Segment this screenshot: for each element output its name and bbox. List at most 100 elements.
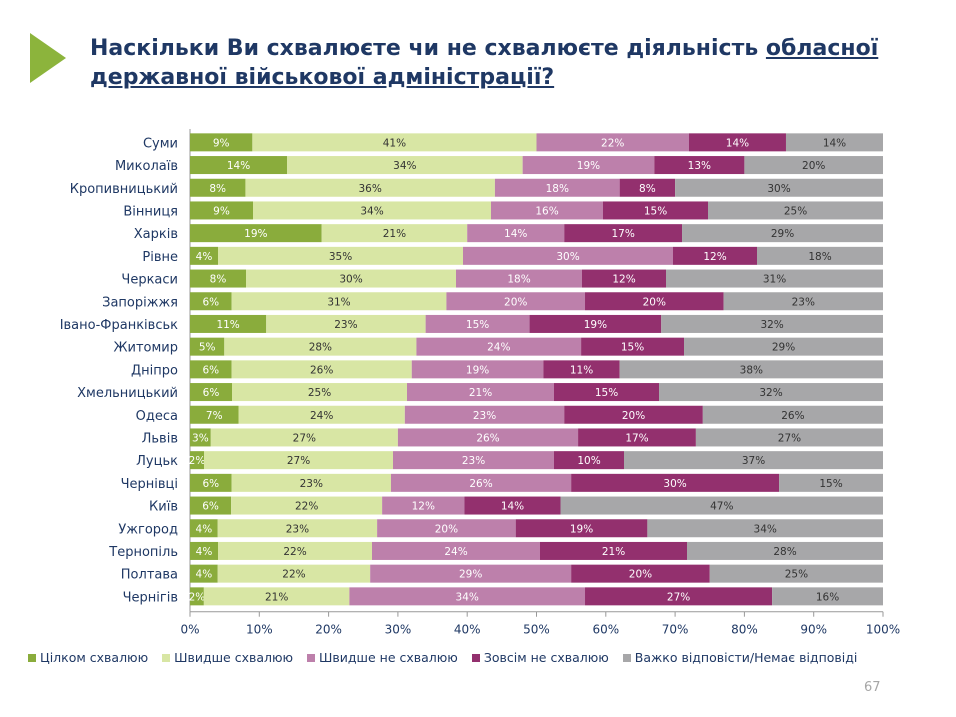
data-label: 22% bbox=[283, 546, 306, 558]
bar-segment bbox=[682, 224, 883, 243]
data-label: 37% bbox=[742, 455, 765, 467]
data-label: 27% bbox=[293, 432, 316, 444]
bar-segment bbox=[416, 337, 582, 356]
data-label: 19% bbox=[466, 364, 489, 376]
bar-segment bbox=[382, 496, 465, 515]
data-label: 23% bbox=[334, 319, 357, 331]
category-label: Вінниця bbox=[123, 204, 178, 219]
data-label: 8% bbox=[210, 274, 227, 286]
bar-segment bbox=[231, 292, 447, 311]
bar-segment bbox=[231, 473, 391, 492]
data-label: 16% bbox=[816, 591, 839, 603]
data-label: 25% bbox=[308, 387, 331, 399]
bar-segment bbox=[744, 156, 883, 175]
bar-segment bbox=[536, 133, 689, 152]
bar-segment bbox=[687, 541, 883, 560]
bar-segment bbox=[231, 360, 412, 379]
bar-segment bbox=[467, 224, 565, 243]
data-label: 18% bbox=[808, 251, 831, 263]
data-label: 4% bbox=[196, 569, 213, 581]
data-label: 7% bbox=[206, 410, 223, 422]
data-label: 22% bbox=[601, 137, 624, 149]
data-label: 15% bbox=[644, 205, 667, 217]
legend-item: Зовсім не схвалюю bbox=[471, 650, 609, 665]
bar-segment bbox=[266, 314, 426, 333]
bar-segment bbox=[397, 428, 579, 447]
data-label: 29% bbox=[459, 569, 482, 581]
bar-segment bbox=[446, 292, 586, 311]
data-label: 29% bbox=[771, 228, 794, 240]
category-label: Харків bbox=[134, 227, 178, 242]
data-label: 21% bbox=[469, 387, 492, 399]
data-label: 19% bbox=[577, 160, 600, 172]
data-label: 21% bbox=[602, 546, 625, 558]
bar-segment bbox=[673, 246, 757, 265]
bar-segment bbox=[203, 587, 350, 606]
data-label: 20% bbox=[504, 296, 527, 308]
data-label: 12% bbox=[703, 251, 726, 263]
data-label: 31% bbox=[327, 296, 350, 308]
bar-segment bbox=[723, 292, 883, 311]
bar-segment bbox=[603, 201, 708, 220]
bar-segment bbox=[564, 224, 683, 243]
bar-segment bbox=[522, 156, 655, 175]
data-label: 2% bbox=[189, 455, 206, 467]
bar-segment bbox=[464, 496, 561, 515]
bar-segment bbox=[190, 156, 288, 175]
data-label: 4% bbox=[196, 523, 213, 535]
bar-segment bbox=[659, 383, 883, 402]
category-label: Миколаїв bbox=[115, 159, 178, 174]
data-label: 6% bbox=[202, 364, 219, 376]
data-label: 25% bbox=[784, 205, 807, 217]
bar-segment bbox=[491, 201, 603, 220]
data-label: 20% bbox=[802, 160, 825, 172]
bar-segment bbox=[370, 564, 572, 583]
slide-title: Наскільки Ви схвалюєте чи не схвалюєте д… bbox=[90, 34, 920, 92]
bar-segment bbox=[190, 246, 218, 265]
bar-segment bbox=[190, 473, 232, 492]
bar-segment bbox=[456, 269, 582, 288]
bar-segment bbox=[231, 496, 383, 515]
legend-swatch bbox=[307, 653, 316, 662]
bar-segment bbox=[560, 496, 883, 515]
x-tick-label: 80% bbox=[731, 623, 758, 637]
bar-segment bbox=[571, 473, 780, 492]
bar-segment bbox=[238, 405, 405, 424]
legend-label: Швидше схвалюю bbox=[174, 650, 294, 665]
bar-segment bbox=[190, 201, 253, 220]
data-label: 34% bbox=[456, 591, 479, 603]
bar-segment bbox=[190, 224, 322, 243]
category-label: Полтава bbox=[121, 568, 178, 583]
data-label: 19% bbox=[584, 319, 607, 331]
data-label: 38% bbox=[740, 364, 763, 376]
bar-segment bbox=[571, 564, 710, 583]
data-label: 6% bbox=[202, 478, 219, 490]
bar-segment bbox=[619, 178, 676, 197]
bar-segment bbox=[661, 314, 883, 333]
data-label: 24% bbox=[487, 342, 510, 354]
data-label: 14% bbox=[501, 501, 524, 513]
data-label: 35% bbox=[329, 251, 352, 263]
data-label: 28% bbox=[773, 546, 796, 558]
data-label: 20% bbox=[629, 569, 652, 581]
bar-segment bbox=[684, 337, 883, 356]
bar-segment bbox=[772, 587, 883, 606]
data-label: 4% bbox=[196, 546, 213, 558]
bar-segment bbox=[407, 383, 554, 402]
category-label: Запоріжжя bbox=[102, 295, 178, 310]
category-label: Хмельницький bbox=[77, 386, 178, 401]
data-label: 11% bbox=[570, 364, 593, 376]
data-label: 15% bbox=[621, 342, 644, 354]
data-label: 23% bbox=[286, 523, 309, 535]
data-label: 27% bbox=[287, 455, 310, 467]
bar-segment bbox=[218, 541, 372, 560]
data-label: 3% bbox=[192, 432, 209, 444]
data-label: 23% bbox=[473, 410, 496, 422]
bar-segment bbox=[349, 587, 586, 606]
bar-segment bbox=[246, 269, 456, 288]
data-label: 2% bbox=[189, 591, 206, 603]
data-label: 18% bbox=[546, 183, 569, 195]
bar-segment bbox=[695, 428, 883, 447]
